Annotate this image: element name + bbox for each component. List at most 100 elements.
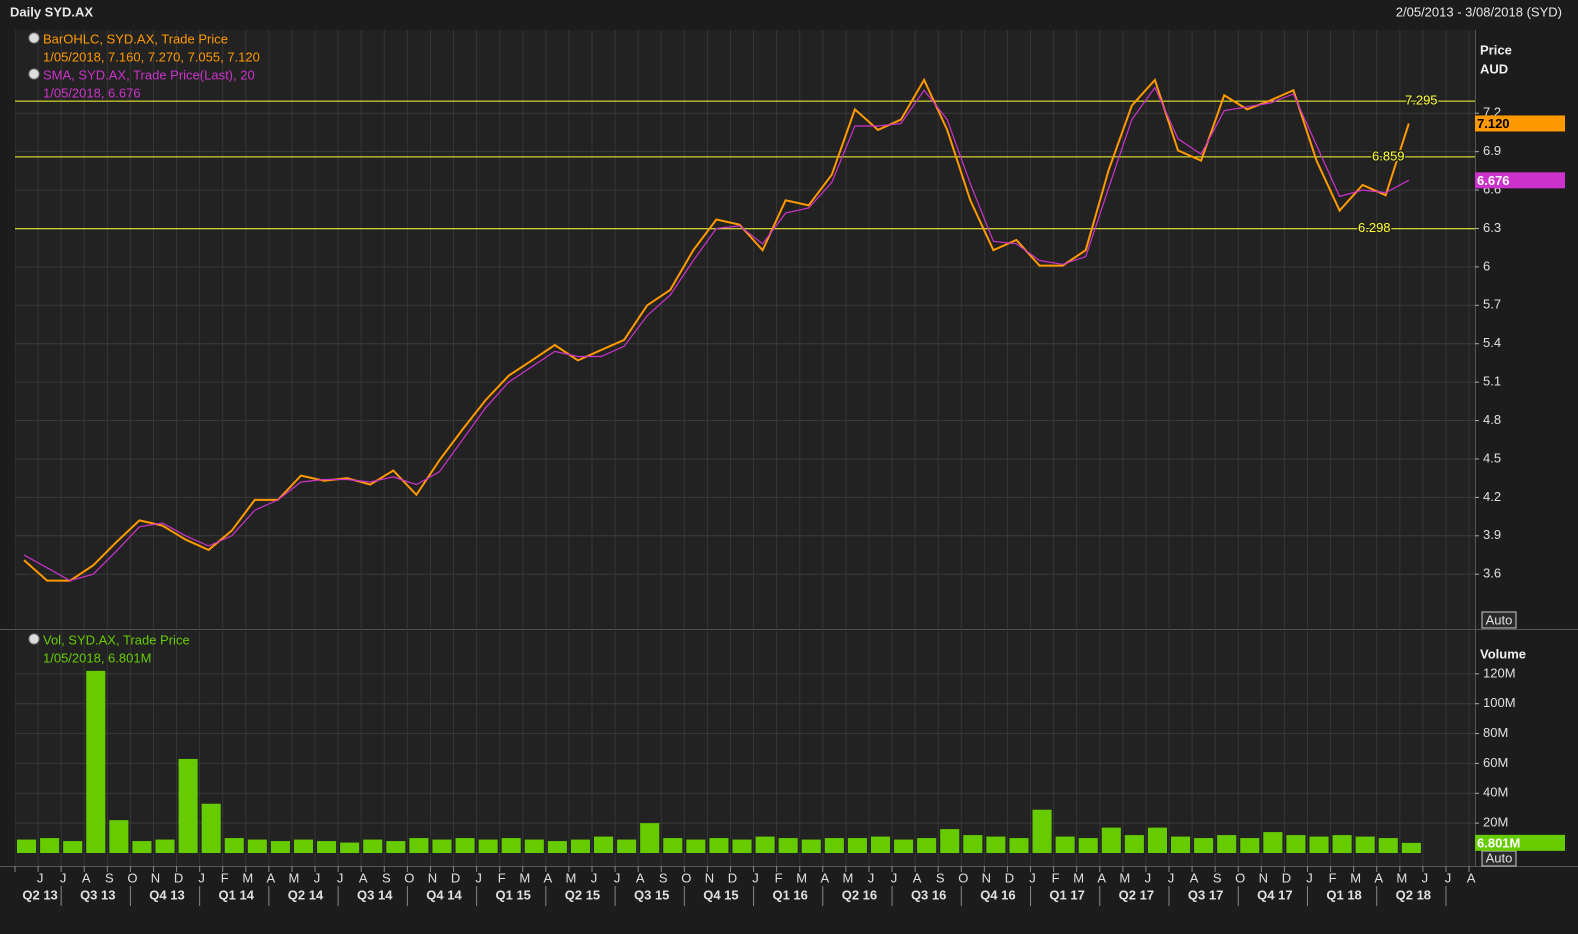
volume-bar xyxy=(1309,836,1329,854)
x-tick-label: D xyxy=(451,870,460,885)
last-value-label: 6.676 xyxy=(1477,173,1510,188)
volume-bar xyxy=(570,839,590,854)
scale-mode[interactable]: Auto xyxy=(1486,850,1513,865)
x-tick-label: D xyxy=(1282,870,1291,885)
legend-detail: 1/05/2018, 6.676 xyxy=(43,85,141,100)
x-tick-label: J xyxy=(868,870,875,885)
volume-bar xyxy=(824,838,844,854)
y-tick-label: 5.7 xyxy=(1483,297,1501,312)
volume-bar xyxy=(1032,809,1052,854)
x-tick-label: F xyxy=(498,870,506,885)
x-tick-label: M xyxy=(1119,870,1130,885)
quarter-label: Q2 17 xyxy=(1119,887,1154,902)
x-tick-label: N xyxy=(1259,870,1268,885)
volume-bar xyxy=(732,839,752,854)
x-tick-label: N xyxy=(705,870,714,885)
quarter-label: Q2 16 xyxy=(842,887,877,902)
volume-bar xyxy=(547,841,567,854)
volume-bar xyxy=(686,839,706,854)
y-tick-label: 3.6 xyxy=(1483,566,1501,581)
x-tick-label: A xyxy=(267,870,276,885)
x-tick-label: S xyxy=(105,870,114,885)
x-tick-label: A xyxy=(1467,870,1476,885)
series-line xyxy=(23,86,1410,582)
y-tick-label: 5.1 xyxy=(1483,374,1501,389)
level-label: 7.295 xyxy=(1405,93,1438,108)
x-tick-label: M xyxy=(242,870,253,885)
legend-label: BarOHLC, SYD.AX, Trade Price xyxy=(43,31,228,46)
y-tick-label: 40M xyxy=(1483,785,1508,800)
volume-bar xyxy=(801,839,821,854)
x-tick-label: J xyxy=(1168,870,1175,885)
x-tick-label: F xyxy=(221,870,229,885)
y-tick-label: 3.9 xyxy=(1483,527,1501,542)
last-value-tag xyxy=(1475,115,1565,132)
volume-bar xyxy=(1217,835,1237,854)
quarter-label: Q4 14 xyxy=(426,887,462,902)
auto-button[interactable] xyxy=(1481,611,1517,629)
quarter-label: Q3 13 xyxy=(80,887,115,902)
x-tick-label: A xyxy=(1190,870,1199,885)
y-tick-label: 20M xyxy=(1483,815,1508,830)
x-tick-label: A xyxy=(1374,870,1383,885)
x-tick-label: M xyxy=(289,870,300,885)
volume-bar xyxy=(663,838,683,854)
volume-bar xyxy=(1378,838,1398,854)
quarter-label: Q4 16 xyxy=(980,887,1015,902)
volume-bar xyxy=(363,839,383,854)
x-tick-label: N xyxy=(982,870,991,885)
volume-bar xyxy=(293,839,314,854)
legend-detail: 1/05/2018, 7.160, 7.270, 7.055, 7.120 xyxy=(43,49,260,64)
x-tick-label: O xyxy=(681,870,691,885)
x-tick-label: S xyxy=(1213,870,1222,885)
volume-bar xyxy=(247,839,267,854)
volume-bar xyxy=(340,842,360,854)
legend-icon xyxy=(28,633,40,645)
volume-bar xyxy=(1078,838,1098,854)
y-tick-label: 4.8 xyxy=(1483,412,1501,427)
volume-panel xyxy=(15,631,1475,866)
x-tick-label: M xyxy=(1073,870,1084,885)
volume-bar xyxy=(1055,836,1075,854)
volume-bar xyxy=(1171,836,1191,854)
x-tick-label: J xyxy=(198,870,205,885)
volume-bar xyxy=(63,841,83,854)
x-tick-label: O xyxy=(1235,870,1245,885)
quarter-label: Q2 13 xyxy=(22,887,57,902)
y-tick-label: 6 xyxy=(1483,258,1490,273)
quarter-label: Q1 17 xyxy=(1049,887,1084,902)
x-tick-label: A xyxy=(1097,870,1106,885)
x-tick-label: J xyxy=(337,870,344,885)
x-tick-label: D xyxy=(174,870,183,885)
x-tick-label: J xyxy=(752,870,759,885)
x-tick-label: A xyxy=(359,870,368,885)
x-tick-label: M xyxy=(796,870,807,885)
volume-bar xyxy=(755,836,775,854)
auto-button[interactable] xyxy=(1481,850,1517,867)
y-tick-label: 5.4 xyxy=(1483,335,1501,350)
price-axis-unit: AUD xyxy=(1480,61,1508,76)
volume-bar xyxy=(132,841,152,854)
volume-bar xyxy=(1194,838,1214,854)
quarter-label: Q1 15 xyxy=(496,887,531,902)
last-value-label: 7.120 xyxy=(1477,116,1510,131)
legend-label: SMA, SYD.AX, Trade Price(Last), 20 xyxy=(43,67,255,82)
x-tick-label: J xyxy=(1145,870,1152,885)
price-axis-title: Price xyxy=(1480,42,1512,57)
volume-bar xyxy=(1401,842,1421,854)
x-tick-label: J xyxy=(314,870,321,885)
volume-bar xyxy=(940,829,960,854)
scale-mode[interactable]: Auto xyxy=(1486,612,1513,627)
x-tick-label: S xyxy=(382,870,391,885)
volume-bar xyxy=(847,838,867,854)
x-tick-label: N xyxy=(151,870,160,885)
plot-area xyxy=(15,631,1475,866)
y-tick-label: 4.5 xyxy=(1483,450,1501,465)
quarter-label: Q2 18 xyxy=(1396,887,1431,902)
legend-icon xyxy=(28,32,40,44)
quarter-label: Q2 15 xyxy=(565,887,600,902)
volume-bar xyxy=(894,839,914,854)
x-tick-label: A xyxy=(820,870,829,885)
x-tick-label: J xyxy=(1306,870,1313,885)
x-tick-label: J xyxy=(475,870,482,885)
